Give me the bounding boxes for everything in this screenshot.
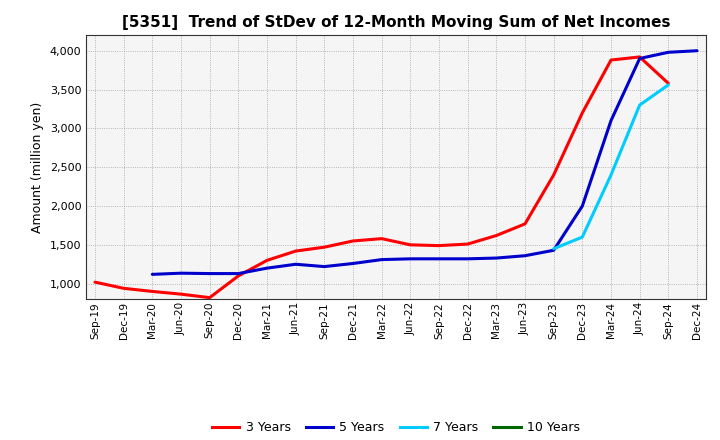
- 5 Years: [377, 257, 386, 262]
- 5 Years: [176, 271, 185, 276]
- 3 Years: [464, 242, 472, 247]
- Legend: 3 Years, 5 Years, 7 Years, 10 Years: 3 Years, 5 Years, 7 Years, 10 Years: [207, 416, 585, 439]
- Y-axis label: Amount (million yen): Amount (million yen): [32, 102, 45, 233]
- 3 Years: [521, 221, 529, 227]
- 5 Years: [635, 56, 644, 61]
- 3 Years: [664, 81, 672, 86]
- 3 Years: [492, 233, 500, 238]
- 5 Years: [607, 118, 616, 123]
- 5 Years: [464, 256, 472, 261]
- Title: [5351]  Trend of StDev of 12-Month Moving Sum of Net Incomes: [5351] Trend of StDev of 12-Month Moving…: [122, 15, 670, 30]
- 5 Years: [205, 271, 214, 276]
- 3 Years: [435, 243, 444, 248]
- 3 Years: [263, 258, 271, 263]
- 7 Years: [607, 172, 616, 178]
- 3 Years: [348, 238, 357, 244]
- 3 Years: [120, 286, 128, 291]
- 5 Years: [348, 261, 357, 266]
- 3 Years: [377, 236, 386, 241]
- 5 Years: [234, 271, 243, 276]
- 3 Years: [205, 295, 214, 300]
- 5 Years: [521, 253, 529, 258]
- 5 Years: [435, 256, 444, 261]
- 3 Years: [176, 292, 185, 297]
- 7 Years: [664, 82, 672, 88]
- Line: 7 Years: 7 Years: [554, 85, 668, 249]
- 3 Years: [91, 279, 99, 285]
- 3 Years: [234, 273, 243, 279]
- 5 Years: [664, 50, 672, 55]
- 5 Years: [320, 264, 328, 269]
- 7 Years: [549, 246, 558, 251]
- 5 Years: [549, 248, 558, 253]
- 3 Years: [578, 110, 587, 115]
- 3 Years: [292, 249, 300, 254]
- 3 Years: [148, 289, 157, 294]
- 3 Years: [635, 54, 644, 59]
- 3 Years: [549, 172, 558, 178]
- 5 Years: [263, 265, 271, 271]
- 3 Years: [607, 57, 616, 62]
- 5 Years: [578, 203, 587, 209]
- 3 Years: [320, 245, 328, 250]
- 5 Years: [292, 262, 300, 267]
- 5 Years: [492, 255, 500, 260]
- Line: 3 Years: 3 Years: [95, 57, 668, 297]
- 5 Years: [148, 272, 157, 277]
- 5 Years: [693, 48, 701, 53]
- 7 Years: [635, 103, 644, 108]
- Line: 5 Years: 5 Years: [153, 51, 697, 275]
- 7 Years: [578, 235, 587, 240]
- 3 Years: [406, 242, 415, 247]
- 5 Years: [406, 256, 415, 261]
